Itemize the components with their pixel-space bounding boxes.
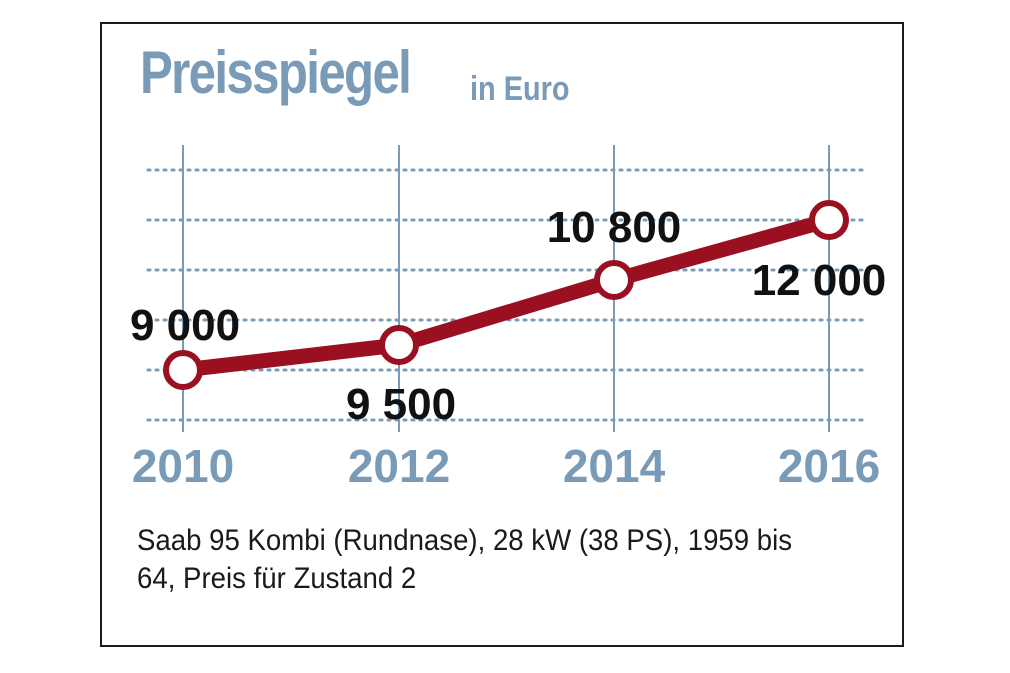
x-axis-labels: 2010 2012 2014 2016 <box>132 440 880 492</box>
data-point <box>163 350 203 390</box>
chart-frame <box>100 22 904 647</box>
value-label: 10 800 <box>547 203 682 252</box>
data-points <box>163 200 849 390</box>
value-labels: 9 000 9 500 10 800 12 000 <box>130 203 886 429</box>
value-label: 12 000 <box>752 256 887 305</box>
x-tick-label: 2012 <box>348 440 450 492</box>
chart-subtitle: in Euro <box>470 70 570 108</box>
footnote: Saab 95 Kombi (Rundnase), 28 kW (38 PS),… <box>137 524 793 595</box>
value-label: 9 500 <box>346 380 456 429</box>
series-line <box>175 212 837 378</box>
value-label: 9 000 <box>130 301 240 350</box>
price-line <box>175 212 837 378</box>
x-tick-label: 2010 <box>132 440 234 492</box>
data-point <box>809 200 849 240</box>
chart-title: Preisspiegel <box>140 39 412 106</box>
data-point <box>594 260 634 300</box>
vertical-gridlines <box>182 145 830 432</box>
x-tick-label: 2014 <box>563 440 666 492</box>
data-point <box>379 325 419 365</box>
x-tick-label: 2016 <box>778 440 880 492</box>
